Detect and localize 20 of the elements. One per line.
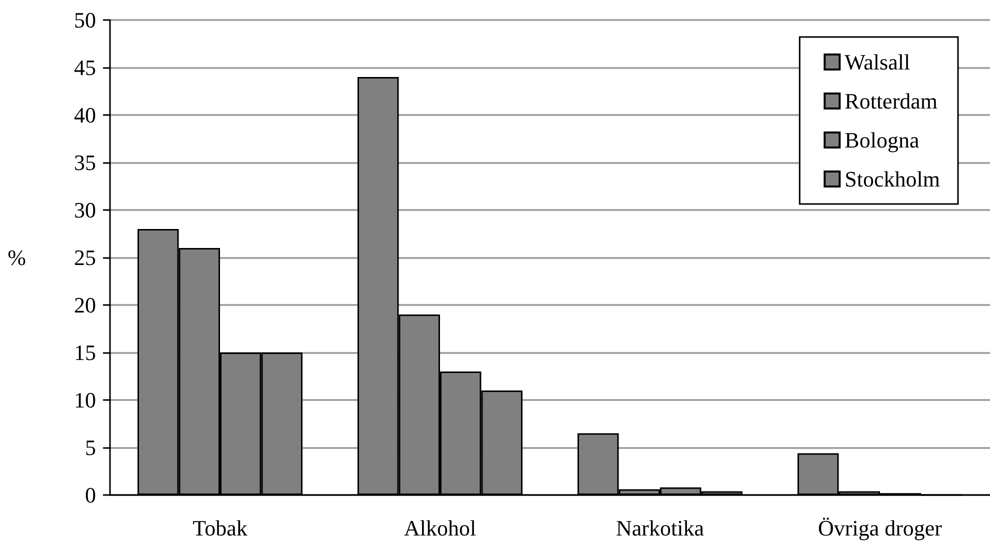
y-tick-label: 50 xyxy=(74,8,96,32)
x-tick-label: Tobak xyxy=(192,516,248,540)
y-tick-label: 5 xyxy=(85,435,96,460)
legend-label: Stockholm xyxy=(844,166,940,192)
y-tick-label: 35 xyxy=(74,150,96,175)
legend-label: Rotterdam xyxy=(844,88,938,114)
x-tick-label: Narkotika xyxy=(616,516,704,540)
y-tick-label: 25 xyxy=(74,245,96,270)
legend-label: Walsall xyxy=(844,50,910,74)
legend-label: Bologna xyxy=(844,128,920,152)
y-tick-label: 45 xyxy=(74,55,96,80)
y-axis-title: % xyxy=(8,245,26,270)
y-tick-label: 30 xyxy=(74,198,96,222)
x-tick-label: Övriga droger xyxy=(818,516,943,540)
x-tick-label: Alkohol xyxy=(404,516,476,540)
y-tick-label: 0 xyxy=(85,482,96,508)
y-tick-label: 15 xyxy=(74,340,96,365)
y-tick-label: 20 xyxy=(74,292,96,318)
y-tick-label: 10 xyxy=(74,388,96,412)
y-tick-label: 40 xyxy=(74,102,96,128)
